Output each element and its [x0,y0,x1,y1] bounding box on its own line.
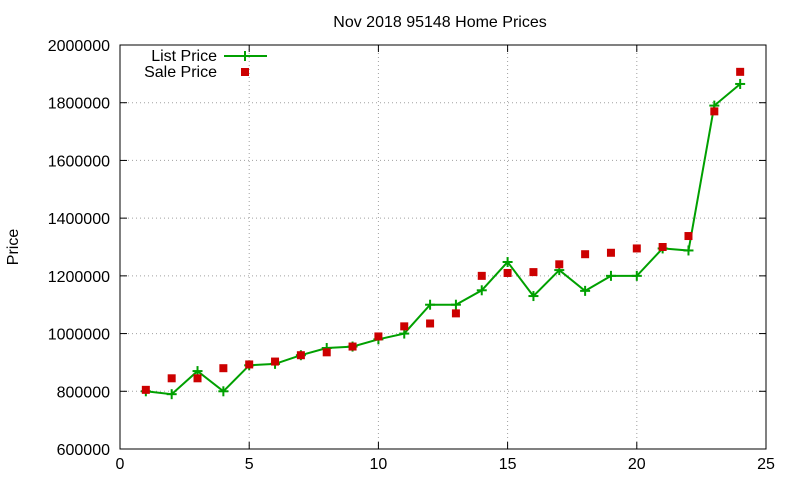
sale-price-point [503,268,512,277]
legend-swatch-sale-price [241,68,249,76]
list-price-point [683,245,694,256]
list-price-point [528,291,539,302]
list-price-point [476,285,487,296]
sale-price-point [684,232,693,241]
sale-price-point [632,244,641,253]
legend-swatches [224,51,267,76]
sale-price-point [736,67,745,76]
sale-price-point [606,248,615,257]
plot-frame [119,44,767,450]
sale-price-point [451,309,460,318]
sale-price-point [374,332,383,341]
y-tick-label: 1000000 [48,327,110,344]
list-price-point [605,270,616,281]
sale-price-point [529,268,538,277]
legend-swatch-list-price-marker [240,51,250,61]
list-price-line [145,83,741,396]
tick-layer: 0 5 10 15 20 25 600000 800000 1000000 1200000 1400… [48,38,775,473]
y-tick-label: 2000000 [48,38,110,55]
list-price-point [580,285,591,296]
sale-price-point [219,364,228,373]
sale-price-point [710,107,719,116]
y-tick-label: 1200000 [48,269,110,286]
sale-price-point [271,357,280,366]
y-tick-label: 800000 [57,384,110,401]
sale-price-point [477,271,486,280]
list-price-point [218,386,229,397]
list-price-point [166,389,177,400]
sale-price-point [141,385,150,394]
sale-price-point [296,351,305,360]
sale-price-point [348,342,357,351]
x-tick-label: 15 [499,456,517,473]
y-tick-label: 1600000 [48,153,110,170]
list-price-point [631,270,642,281]
x-tick-label: 5 [245,456,254,473]
sale-price-point [245,360,254,369]
y-axis-label: Price [5,229,22,266]
sale-price-point [658,243,667,251]
sale-price-point [193,374,202,383]
sale-price-point [322,348,331,357]
chart-title: Nov 2018 95148 Home Prices [333,14,546,31]
x-tick-label: 0 [116,456,125,473]
x-tick-label: 25 [757,456,775,473]
list-price-point [502,257,513,268]
list-price-point [450,299,461,310]
sale-price-point [400,322,409,331]
list-price-point [735,78,746,89]
x-tick-label: 20 [628,456,646,473]
legend-label-sale-price: Sale Price [144,64,217,81]
y-tick-label: 1400000 [48,211,110,228]
sale-price-point [555,260,564,269]
grid-layer [120,45,766,449]
sale-price-point [167,374,176,383]
sale-price-point [581,250,590,259]
x-tick-label: 10 [370,456,388,473]
legend-label-list-price: List Price [151,48,217,65]
sale-price-point [426,319,435,328]
legend: List Price Sale Price [144,48,267,81]
axes-layer [119,44,767,450]
list-price-point [425,299,436,310]
y-tick-label: 1800000 [48,96,110,113]
series-layer [140,67,746,400]
y-tick-label: 600000 [57,442,110,459]
